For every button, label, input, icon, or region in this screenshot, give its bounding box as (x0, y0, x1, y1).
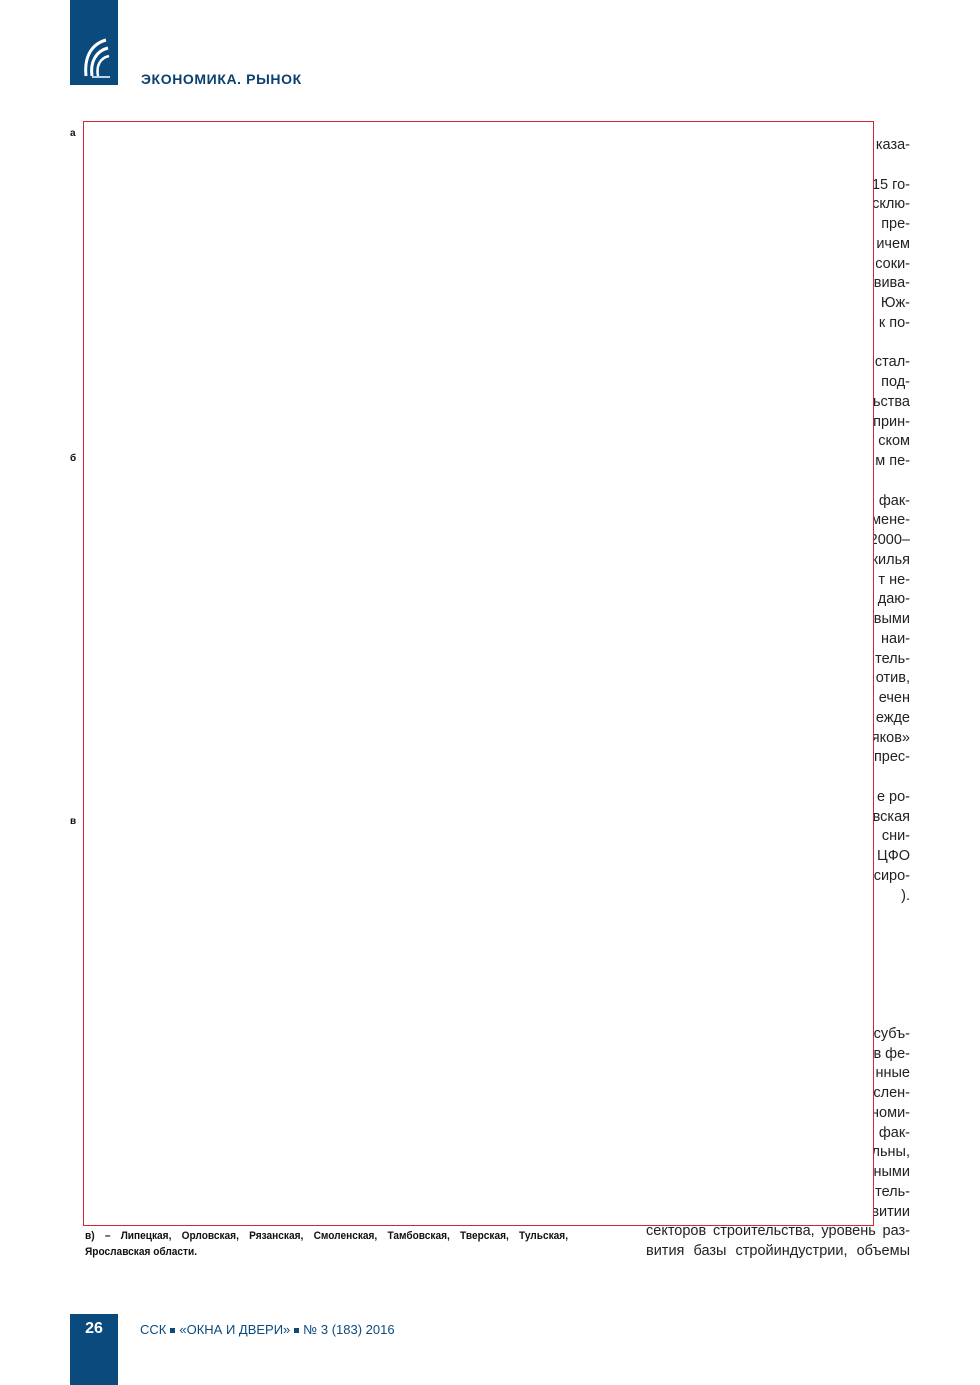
column-line: фак- (878, 1124, 910, 1141)
text-column: каза- 15 го-склю-пре-ичем соки-вива- Юж-к п… (646, 136, 910, 1222)
column-line: сни- (881, 828, 910, 845)
column-line: субъ- (873, 1025, 910, 1042)
column-line: тель- (875, 1183, 910, 1200)
column-line: даю- (877, 591, 910, 608)
column-line: каза- (875, 137, 910, 153)
column-line: ными (873, 1164, 911, 1180)
column-line: ском (878, 433, 910, 450)
figure-label-b: б (70, 453, 77, 464)
figure-overlay (83, 121, 874, 1226)
figure-caption: в) – Липецкая, Орловская, Рязанская, Смо… (85, 1230, 568, 1258)
column-line: Юж- (880, 295, 910, 311)
column-line: выми (873, 611, 910, 627)
column-line: сиро- (873, 867, 910, 884)
column-line: м пе- (875, 453, 910, 469)
column-line: вская (872, 808, 910, 825)
column-line: ежде (875, 709, 910, 726)
section-title: ЭКОНОМИКА. РЫНОК (141, 71, 302, 87)
column-line: витии (871, 1203, 910, 1220)
column-line: отив, (875, 670, 910, 687)
column-line: ичем (876, 235, 910, 252)
figure-label-c: в (70, 816, 77, 827)
column-line: соки- (875, 255, 910, 272)
footer-publisher: ССК (140, 1322, 167, 1337)
column-line: прин- (873, 413, 910, 430)
column-line: ьства (872, 393, 910, 410)
separator-square-icon (170, 1328, 176, 1334)
column-line: стал- (874, 354, 910, 371)
column-tail-line: вития базы стройиндустрии, объемы (646, 1243, 910, 1259)
column-line: 2000– (869, 532, 910, 548)
column-line: наи- (881, 630, 910, 647)
column-line: номи- (871, 1104, 910, 1121)
column-line: к по- (878, 314, 910, 331)
column-line: вива- (873, 275, 910, 292)
column-line: под- (881, 374, 910, 390)
footer-journal: «ОКНА И ДВЕРИ» (179, 1322, 291, 1337)
page-number: 26 (85, 1320, 103, 1337)
footer-issue: № 3 (183) 2016 (303, 1322, 395, 1337)
header-logo-tab (70, 0, 118, 85)
column-line: склю- (872, 196, 910, 213)
column-line: мене- (871, 512, 910, 529)
column-line: е ро- (876, 788, 910, 805)
column-line: ЦФО (876, 848, 910, 864)
figure-label-a: а (70, 128, 76, 139)
column-line: пре- (881, 216, 910, 232)
column-tail-line: секторов строительства, уровень раз- (646, 1223, 910, 1239)
column-line: ечен (878, 690, 910, 706)
journal-logo-icon (84, 38, 110, 78)
column-tail: секторов строительства, уровень раз- вит… (646, 1221, 910, 1261)
page-number-tab: 26 (70, 1314, 118, 1385)
separator-square-icon (294, 1328, 300, 1334)
footer: ССК «ОКНА И ДВЕРИ» № 3 (183) 2016 (140, 1322, 395, 1337)
column-line: в фе- (873, 1045, 910, 1062)
column-line: льны, (871, 1144, 910, 1161)
column-line: тель- (875, 650, 910, 667)
column-line: фак- (878, 492, 910, 509)
column-line: прес- (873, 749, 910, 766)
column-line: жилья (868, 551, 910, 568)
column-line: яков» (871, 729, 910, 746)
column-line: т не- (878, 571, 910, 588)
column-line: ). (901, 887, 910, 904)
column-line: 15 го- (871, 176, 910, 193)
column-line: нные (875, 1065, 910, 1082)
column-line: слен- (873, 1085, 910, 1101)
